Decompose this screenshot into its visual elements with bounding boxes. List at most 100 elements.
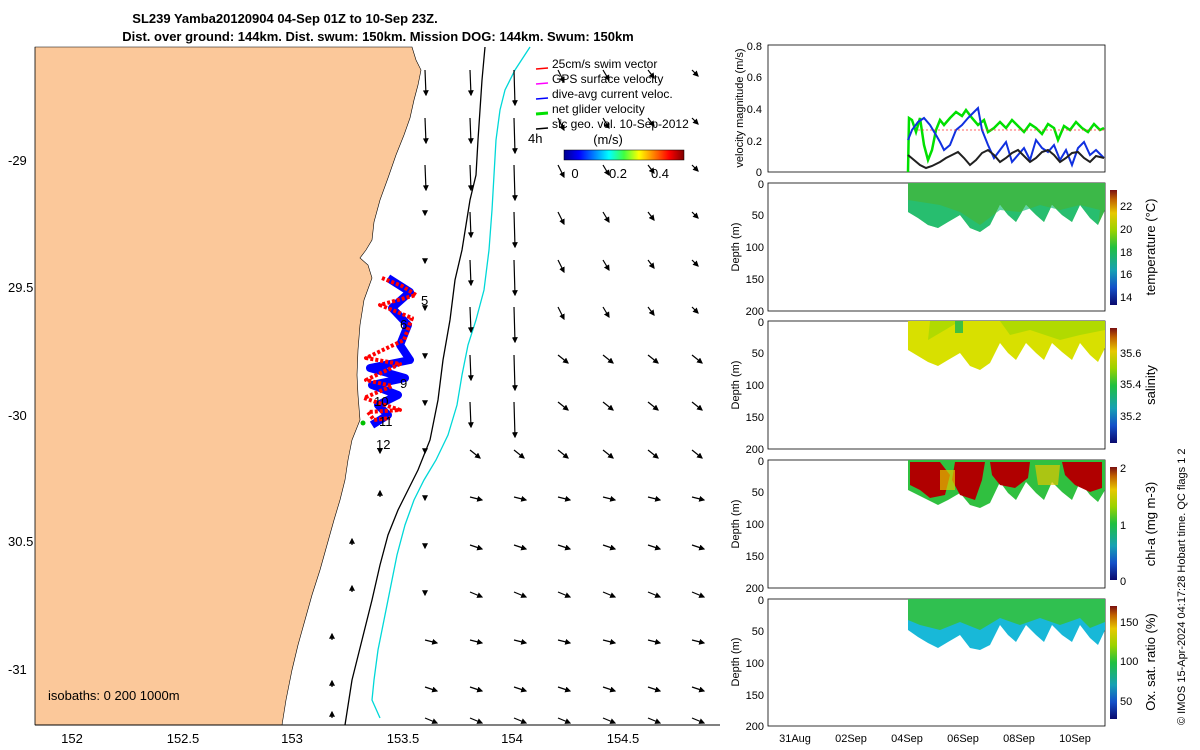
velocity-arrow xyxy=(511,259,518,297)
temperature-panel xyxy=(767,182,1117,312)
x-tick: 153.5 xyxy=(387,731,420,746)
depth-tick: 50 xyxy=(752,348,764,360)
velocity-arrow xyxy=(511,401,518,439)
depth-tick: 150 xyxy=(746,690,764,702)
velocity-arrow xyxy=(691,449,703,459)
temp-cb-tick: 22 xyxy=(1120,201,1132,213)
depth-tick: 0 xyxy=(758,317,764,329)
velocity-arrow xyxy=(602,495,617,502)
velocity-arrow xyxy=(513,591,528,598)
legend-net: net glider velocity xyxy=(552,102,645,116)
velocity-arrow xyxy=(647,495,662,502)
velocity-arrow xyxy=(469,449,481,459)
isobath-200m xyxy=(371,46,531,719)
x-tick: 152.5 xyxy=(167,731,200,746)
velocity-arrow xyxy=(513,717,528,724)
date-tick: 06Sep xyxy=(947,733,979,745)
velocity-arrow xyxy=(424,638,439,645)
day-label: 10 xyxy=(374,394,388,409)
y-tick: -31 xyxy=(8,662,27,677)
day-label: 11 xyxy=(379,414,393,429)
velocity-arrow xyxy=(602,717,617,724)
velocity-arrow xyxy=(511,69,518,107)
map-y-ticks: -29 29.5 -30 30.5 -31 xyxy=(8,153,33,677)
ox-cb-tick: 100 xyxy=(1120,656,1138,668)
velocity-arrow xyxy=(469,591,484,598)
velocity-arrow xyxy=(691,69,699,77)
depth-tick: 100 xyxy=(746,519,764,531)
depth-tick: 100 xyxy=(746,242,764,254)
velocity-arrow xyxy=(467,69,474,97)
sal-ylabel: Depth (m) xyxy=(730,361,742,410)
date-tick: 02Sep xyxy=(835,733,867,745)
velocity-arrow xyxy=(557,117,565,132)
depth-tick: 150 xyxy=(746,274,764,286)
chla-cb-tick: 0 xyxy=(1120,576,1126,588)
vel-y-tick: 0 xyxy=(756,167,762,179)
velocity-arrow xyxy=(691,164,699,172)
sal-cb-label: salinity xyxy=(1143,365,1158,405)
colorbar-unit: (m/s) xyxy=(593,132,623,147)
velocity-arrow xyxy=(557,259,565,274)
x-tick: 154 xyxy=(501,731,523,746)
velocity-arrow xyxy=(557,164,565,179)
velocity-arrow xyxy=(602,259,610,272)
depth-tick: 100 xyxy=(746,658,764,670)
day-label: 9 xyxy=(400,376,407,391)
velocity-arrow xyxy=(647,259,655,269)
velocity-arrow xyxy=(647,401,659,411)
title-line-2: Dist. over ground: 144km. Dist. swum: 15… xyxy=(122,29,634,44)
velocity-arrow xyxy=(691,401,703,411)
isobath-1000m xyxy=(344,46,486,726)
velocity-arrow xyxy=(691,354,703,364)
velocity-arrow xyxy=(557,638,572,645)
ox-cb-tick: 150 xyxy=(1120,617,1138,629)
velocity-arrow xyxy=(691,259,699,267)
vel-y-label: velocity magnitude (m/s) xyxy=(734,48,746,167)
velocity-arrow xyxy=(467,117,474,145)
velocity-arrow xyxy=(511,117,518,155)
velocity-arrow xyxy=(513,544,528,551)
velocity-arrow xyxy=(469,544,484,551)
velocity-arrow xyxy=(467,164,474,192)
title-line-1: SL239 Yamba20120904 04-Sep 01Z to 10-Sep… xyxy=(132,11,437,26)
oxygen-panel xyxy=(767,598,1117,727)
x-tick: 154.5 xyxy=(607,731,640,746)
velocity-arrow xyxy=(602,591,617,598)
velocity-arrow xyxy=(424,717,439,724)
velocity-arrow xyxy=(602,117,610,130)
y-tick: 30.5 xyxy=(8,534,33,549)
velocity-arrow xyxy=(647,638,662,645)
depth-tick: 100 xyxy=(746,380,764,392)
speed-colorbar: (m/s) 0 0.2 0.4 xyxy=(563,132,685,181)
velocity-arrow xyxy=(422,117,429,145)
legend-swim: 25cm/s swim vector xyxy=(552,57,657,71)
legend-dive-avg: dive-avg current veloc. xyxy=(552,87,673,101)
depth-tick: 0 xyxy=(758,595,764,607)
date-tick: 31Aug xyxy=(779,733,811,745)
velocity-arrow xyxy=(557,686,572,693)
velocity-arrow xyxy=(691,211,699,219)
velocity-arrow xyxy=(557,717,572,724)
velocity-arrow xyxy=(467,401,474,429)
temp-cb-tick: 20 xyxy=(1120,224,1132,236)
salinity-panel xyxy=(767,320,1117,450)
date-tick: 04Sep xyxy=(891,733,923,745)
velocity-arrow xyxy=(647,717,662,724)
vel-y-tick: 0.8 xyxy=(747,41,762,53)
velocity-arrow xyxy=(691,544,706,551)
velocity-arrow xyxy=(602,401,614,411)
velocity-arrow xyxy=(513,449,525,459)
velocity-arrow xyxy=(467,211,474,239)
velocity-arrow xyxy=(647,117,655,127)
velocity-arrow xyxy=(422,69,429,97)
vel-y-tick: 0.4 xyxy=(747,104,762,116)
velocity-arrow xyxy=(602,306,610,319)
velocity-arrow xyxy=(691,117,699,125)
depth-tick: 150 xyxy=(746,412,764,424)
velocity-arrow xyxy=(602,211,610,224)
surface-velocity-arrows xyxy=(329,69,706,724)
velocity-arrow xyxy=(691,717,706,724)
y-tick: -30 xyxy=(8,408,27,423)
